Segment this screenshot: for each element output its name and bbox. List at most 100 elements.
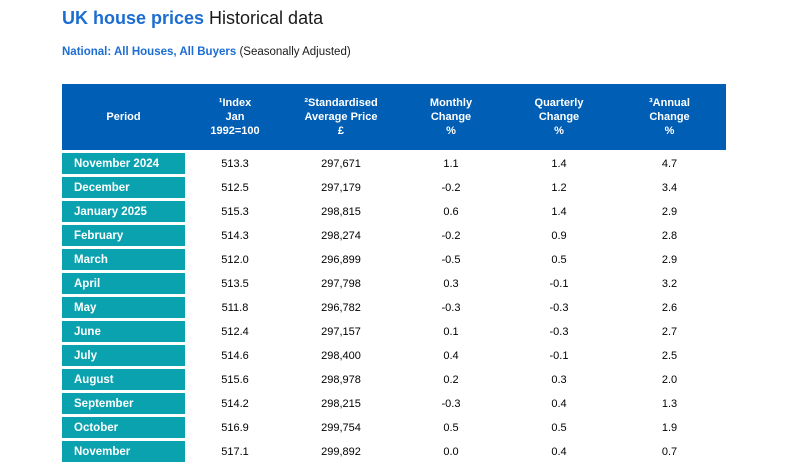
table-body: November 2024 513.3 297,671 1.1 1.4 4.7 …	[62, 153, 726, 462]
table-row: November 2024 513.3 297,671 1.1 1.4 4.7	[62, 153, 726, 174]
historical-data-table: Period ¹Index Jan 1992=100 ²Standardised…	[62, 84, 726, 462]
column-header-quarterly-change: Quarterly Change %	[534, 97, 584, 137]
annual-change-cell: 2.9	[661, 253, 678, 266]
period-cell: February	[62, 225, 185, 246]
table-row: January 2025 515.3 298,815 0.6 1.4 2.9	[62, 201, 726, 222]
average-price-cell: 299,754	[321, 421, 361, 434]
annual-change-cell: 2.9	[661, 205, 678, 218]
column-header-period: Period	[106, 111, 141, 123]
column-header-index: ¹Index Jan 1992=100	[210, 97, 260, 137]
period-cell: April	[62, 273, 185, 294]
index-cell: 512.5	[221, 181, 249, 194]
monthly-change-cell: 0.3	[443, 277, 459, 290]
annual-change-cell: 2.8	[661, 229, 678, 242]
average-price-cell: 297,798	[321, 277, 361, 290]
period-cell: December	[62, 177, 185, 198]
average-price-cell: 298,815	[321, 205, 361, 218]
quarterly-change-cell: 0.5	[551, 253, 567, 266]
average-price-cell: 299,892	[321, 445, 361, 458]
quarterly-change-cell: -0.1	[549, 349, 569, 362]
period-cell: August	[62, 369, 185, 390]
period-cell: June	[62, 321, 185, 342]
table-row: April 513.5 297,798 0.3 -0.1 3.2	[62, 273, 726, 294]
period-cell: September	[62, 393, 185, 414]
table-row: August 515.6 298,978 0.2 0.3 2.0	[62, 369, 726, 390]
table-row: May 511.8 296,782 -0.3 -0.3 2.6	[62, 297, 726, 318]
annual-change-cell: 2.0	[661, 373, 678, 386]
annual-change-cell: 2.5	[661, 349, 678, 362]
period-cell: March	[62, 249, 185, 270]
annual-change-cell: 1.9	[661, 421, 678, 434]
index-cell: 514.6	[221, 349, 249, 362]
page-subtitle: National: All Houses, All Buyers (Season…	[62, 45, 351, 59]
table-row: February 514.3 298,274 -0.2 0.9 2.8	[62, 225, 726, 246]
index-cell: 512.4	[221, 325, 249, 338]
average-price-cell: 297,179	[321, 181, 361, 194]
quarterly-change-cell: 0.5	[551, 421, 567, 434]
annual-change-cell: 2.7	[661, 325, 678, 338]
index-cell: 514.3	[221, 229, 249, 242]
average-price-cell: 296,899	[321, 253, 361, 266]
quarterly-change-cell: -0.3	[549, 301, 569, 314]
annual-change-cell: 4.7	[661, 157, 678, 170]
index-cell: 516.9	[221, 421, 249, 434]
table-row: March 512.0 296,899 -0.5 0.5 2.9	[62, 249, 726, 270]
index-cell: 517.1	[221, 445, 249, 458]
annual-change-cell: 1.3	[661, 397, 678, 410]
table-header-row: Period ¹Index Jan 1992=100 ²Standardised…	[62, 84, 726, 150]
page-title: UK house prices Historical data	[62, 7, 323, 29]
monthly-change-cell: 0.4	[443, 349, 459, 362]
table-row: September 514.2 298,215 -0.3 0.4 1.3	[62, 393, 726, 414]
table-row: July 514.6 298,400 0.4 -0.1 2.5	[62, 345, 726, 366]
period-cell: July	[62, 345, 185, 366]
quarterly-change-cell: 0.4	[551, 445, 567, 458]
monthly-change-cell: -0.2	[441, 229, 461, 242]
annual-change-cell: 0.7	[661, 445, 678, 458]
quarterly-change-cell: -0.3	[549, 325, 569, 338]
monthly-change-cell: -0.3	[441, 301, 461, 314]
monthly-change-cell: 0.6	[443, 205, 459, 218]
monthly-change-cell: -0.5	[441, 253, 461, 266]
annual-change-cell: 2.6	[661, 301, 678, 314]
average-price-cell: 296,782	[321, 301, 361, 314]
page-title-rest: Historical data	[204, 8, 324, 28]
quarterly-change-cell: 1.4	[551, 205, 567, 218]
period-cell: November 2024	[62, 153, 185, 174]
quarterly-change-cell: 1.2	[551, 181, 567, 194]
quarterly-change-cell: -0.1	[549, 277, 569, 290]
annual-change-cell: 3.2	[661, 277, 678, 290]
index-cell: 515.3	[221, 205, 249, 218]
table-row: December 512.5 297,179 -0.2 1.2 3.4	[62, 177, 726, 198]
index-cell: 514.2	[221, 397, 249, 410]
period-cell: May	[62, 297, 185, 318]
quarterly-change-cell: 0.3	[551, 373, 567, 386]
monthly-change-cell: -0.2	[441, 181, 461, 194]
monthly-change-cell: 0.2	[443, 373, 459, 386]
index-cell: 512.0	[221, 253, 249, 266]
table-row: June 512.4 297,157 0.1 -0.3 2.7	[62, 321, 726, 342]
average-price-cell: 297,671	[321, 157, 361, 170]
annual-change-cell: 3.4	[661, 181, 678, 194]
quarterly-change-cell: 1.4	[551, 157, 567, 170]
quarterly-change-cell: 0.9	[551, 229, 567, 242]
table-row: October 516.9 299,754 0.5 0.5 1.9	[62, 417, 726, 438]
column-header-average-price: ²Standardised Average Price £	[304, 97, 378, 137]
monthly-change-cell: 0.0	[443, 445, 459, 458]
monthly-change-cell: 0.5	[443, 421, 459, 434]
average-price-cell: 298,274	[321, 229, 361, 242]
page-subtitle-bold: National: All Houses, All Buyers	[62, 46, 237, 58]
period-cell: January 2025	[62, 201, 185, 222]
index-cell: 511.8	[221, 301, 249, 314]
monthly-change-cell: -0.3	[441, 397, 461, 410]
index-cell: 515.6	[221, 373, 249, 386]
index-cell: 513.5	[221, 277, 249, 290]
period-cell: November	[62, 441, 185, 462]
column-header-monthly-change: Monthly Change %	[429, 97, 473, 137]
column-header-annual-change: ³Annual Change %	[649, 97, 690, 137]
page-subtitle-rest: (Seasonally Adjusted)	[236, 46, 351, 58]
index-cell: 513.3	[221, 157, 249, 170]
average-price-cell: 298,215	[321, 397, 361, 410]
average-price-cell: 298,978	[321, 373, 361, 386]
monthly-change-cell: 1.1	[443, 157, 459, 170]
